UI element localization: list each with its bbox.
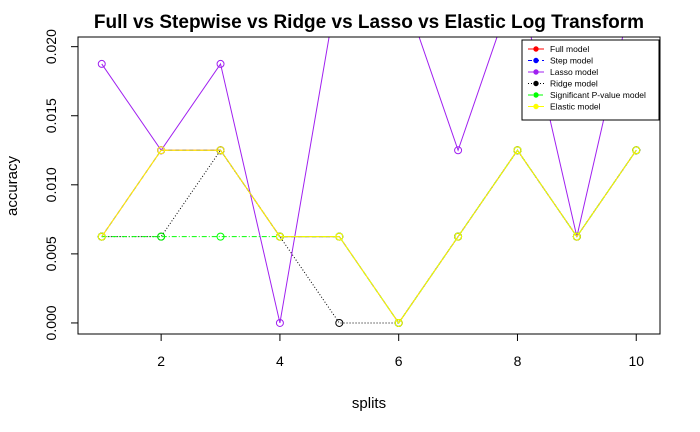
legend-swatch-marker xyxy=(533,46,539,52)
data-point xyxy=(275,232,284,241)
data-point xyxy=(157,146,166,155)
axes: 2 4 6 8 10 0.000 0.005 0.010 0.015 0.020 xyxy=(43,29,644,369)
data-point xyxy=(335,318,344,327)
series-line xyxy=(101,149,637,324)
data-point xyxy=(513,146,522,155)
plot-frame xyxy=(77,36,661,335)
y-tick-label: 0.005 xyxy=(43,236,59,271)
x-tick-label: 6 xyxy=(395,353,403,369)
data-point xyxy=(394,318,403,327)
series-line xyxy=(101,149,637,324)
x-tick-label: 2 xyxy=(157,353,165,369)
data-point xyxy=(216,232,225,241)
data-point xyxy=(632,146,641,155)
data-point xyxy=(454,232,463,241)
legend-item: Step model xyxy=(528,56,593,66)
legend-item: Full model xyxy=(528,44,589,54)
data-point xyxy=(572,232,581,241)
y-tick-label: 0.015 xyxy=(43,98,59,133)
y-tick-label: 0.020 xyxy=(43,29,59,64)
x-tick-label: 4 xyxy=(276,353,284,369)
data-point xyxy=(97,232,106,241)
legend-swatch-marker xyxy=(533,57,539,64)
data-point xyxy=(157,232,166,241)
series-significant-p-value-model xyxy=(97,146,641,327)
x-tick-label: 10 xyxy=(628,353,644,369)
legend-label: Step model xyxy=(550,56,593,66)
legend-swatch-marker xyxy=(533,103,539,110)
series-line xyxy=(101,149,637,324)
legend-item: Ridge model xyxy=(528,79,598,89)
data-point xyxy=(97,59,106,68)
chart-title: Full vs Stepwise vs Ridge vs Lasso vs El… xyxy=(94,12,644,33)
data-point xyxy=(454,146,463,155)
legend-swatch-marker xyxy=(533,80,539,87)
legend-item: Significant P-value model xyxy=(528,90,646,100)
y-tick-label: 0.010 xyxy=(43,167,59,202)
legend-item: Elastic model xyxy=(528,102,601,112)
legend-label: Full model xyxy=(550,44,589,54)
data-point xyxy=(216,146,225,155)
data-point xyxy=(216,59,225,68)
legend-swatch-marker xyxy=(533,69,539,75)
legend-swatch-marker xyxy=(533,92,539,98)
legend-label: Lasso model xyxy=(550,67,598,77)
legend-label: Ridge model xyxy=(550,79,598,89)
legend-item: Lasso model xyxy=(528,67,598,77)
y-tick-label: 0.000 xyxy=(43,305,59,340)
data-point xyxy=(335,232,344,241)
legend-label: Significant P-value model xyxy=(550,90,646,100)
data-point xyxy=(275,318,284,327)
y-axis-label: accuracy xyxy=(4,155,21,216)
x-axis-label: splits xyxy=(352,395,386,412)
series-elastic-model xyxy=(97,146,641,327)
legend-box xyxy=(521,39,660,121)
legend-label: Elastic model xyxy=(550,102,601,112)
x-tick-label: 8 xyxy=(514,353,522,369)
